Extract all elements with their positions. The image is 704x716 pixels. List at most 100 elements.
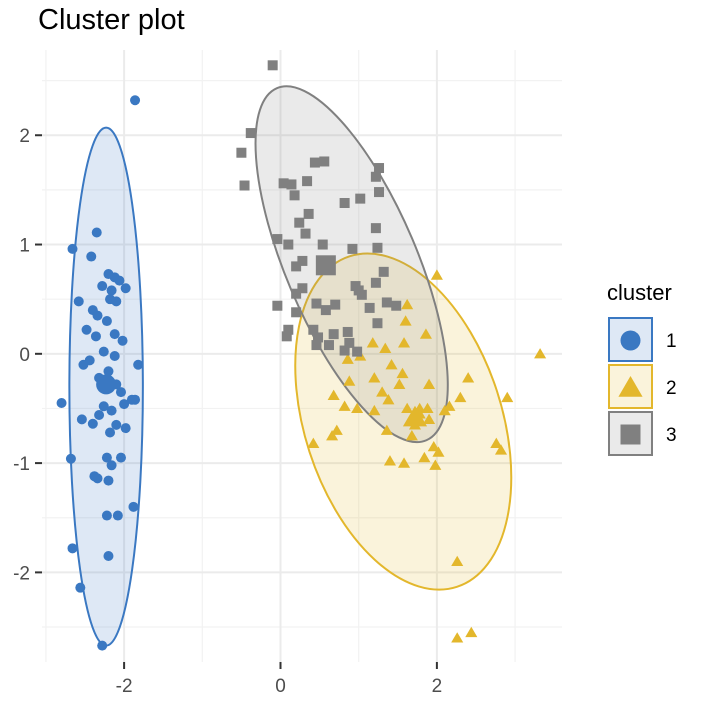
- cluster-3-point: [245, 128, 256, 139]
- cluster-3-point: [344, 337, 355, 348]
- cluster-3-point: [308, 324, 319, 335]
- cluster-2-point: [399, 315, 412, 326]
- cluster-1-point: [117, 335, 128, 346]
- cluster-3-point: [278, 178, 289, 189]
- cluster-2-point: [451, 632, 464, 643]
- y-axis-tick-label: 2: [19, 126, 30, 147]
- cluster-3-point: [281, 331, 292, 342]
- cluster-2-point: [494, 444, 508, 455]
- cluster-1-centroid: [96, 374, 117, 395]
- cluster-1-point: [87, 418, 98, 429]
- x-axis-tick-label: 0: [275, 676, 286, 697]
- cluster-3-point: [286, 179, 297, 190]
- cluster-1-point: [101, 452, 112, 463]
- cluster-3-point: [272, 300, 283, 311]
- plot-panel: [42, 50, 562, 662]
- cluster-2-point: [405, 430, 418, 441]
- cluster-1-point: [128, 501, 139, 512]
- legend-title: cluster: [607, 280, 672, 305]
- cluster-3-point: [291, 261, 302, 272]
- cluster-2-point: [385, 358, 398, 370]
- cluster-2-point: [421, 402, 434, 414]
- cluster-2-point: [423, 413, 436, 424]
- cluster-3-point: [239, 180, 250, 191]
- cluster-2-point: [534, 348, 547, 359]
- cluster-1-point: [97, 640, 108, 651]
- cluster-1-point: [103, 475, 114, 486]
- cluster-3-point: [272, 234, 283, 245]
- legend-label-3: 3: [666, 425, 677, 446]
- cluster-2-point: [368, 372, 381, 383]
- cluster-2-point: [351, 402, 364, 414]
- cluster-1-point: [109, 329, 120, 340]
- cluster-2-point: [379, 342, 392, 353]
- cluster-2-point: [429, 459, 442, 470]
- cluster-3-point: [328, 329, 339, 340]
- x-axis-tick-label: -2: [116, 676, 133, 697]
- cluster-1-point: [73, 296, 84, 307]
- cluster-1-point: [78, 359, 89, 370]
- cluster-1-point: [112, 510, 123, 521]
- cluster-1-point: [65, 453, 76, 464]
- cluster-1-point: [106, 460, 117, 471]
- y-axis-tick-label: -2: [13, 563, 30, 584]
- legend-key-3: [608, 411, 653, 456]
- cluster-1-point: [111, 296, 122, 307]
- cluster-1-point: [98, 346, 109, 357]
- cluster-1-point: [75, 582, 86, 593]
- cluster-3-point: [297, 255, 308, 266]
- cluster-3-point: [364, 302, 375, 313]
- cluster-3-point: [297, 283, 308, 294]
- cluster-2-point: [423, 378, 436, 390]
- cluster-3-point: [283, 239, 294, 250]
- cluster-2-point: [401, 402, 414, 414]
- cluster-3-point: [381, 297, 392, 308]
- cluster-3-point: [311, 340, 322, 351]
- cluster-1-point: [76, 414, 87, 425]
- cluster-1-point: [103, 550, 114, 561]
- cluster-3-point: [339, 345, 350, 356]
- cluster-3-point: [370, 223, 381, 234]
- data-points: [56, 60, 547, 651]
- cluster-3-centroid: [315, 255, 336, 276]
- cluster-2-point: [490, 437, 503, 449]
- cluster-3-point: [311, 298, 322, 309]
- cluster-3-point: [300, 228, 311, 239]
- cluster-2-point: [338, 400, 351, 411]
- cluster-3-point: [291, 288, 302, 299]
- legend-label-2: 2: [666, 378, 677, 399]
- cluster-1-point: [98, 401, 109, 412]
- cluster-2-point: [430, 269, 443, 280]
- cluster-1-point: [103, 366, 114, 377]
- cluster-3-point: [374, 163, 385, 174]
- cluster-2-point: [307, 437, 320, 449]
- cluster-1-point: [111, 419, 122, 430]
- cluster-2-point: [432, 446, 445, 457]
- cluster-1-point: [115, 387, 126, 398]
- axes: -2 0 2 -2 -1 0 1 2: [13, 126, 442, 697]
- cluster-2-point: [343, 375, 356, 386]
- cluster-1-point: [119, 399, 130, 410]
- cluster-3-point: [370, 277, 381, 288]
- cluster-1-point: [101, 510, 112, 521]
- cluster-2-point: [380, 424, 393, 435]
- cluster-3-point: [378, 266, 389, 277]
- cluster-3-point: [303, 208, 314, 219]
- cluster-3-point: [283, 324, 294, 335]
- cluster-3-point: [370, 171, 381, 182]
- cluster-2-point: [398, 337, 411, 348]
- cluster-2-point: [368, 404, 381, 416]
- y-axis-tick-label: -1: [13, 454, 30, 475]
- cluster-centroids: [96, 255, 428, 427]
- cluster-3-point: [356, 289, 367, 300]
- legend-key-3-marker: [620, 424, 641, 445]
- cluster-3-point: [289, 190, 300, 201]
- cluster-1-point: [92, 310, 103, 321]
- cluster-3-point: [355, 193, 366, 204]
- legend-key-1-marker: [620, 330, 641, 351]
- cluster-2-point: [438, 404, 451, 416]
- cluster-2-point: [419, 328, 432, 339]
- cluster-2-point: [501, 391, 514, 403]
- legend-label-1: 1: [666, 331, 677, 352]
- cluster-3-point: [302, 176, 313, 187]
